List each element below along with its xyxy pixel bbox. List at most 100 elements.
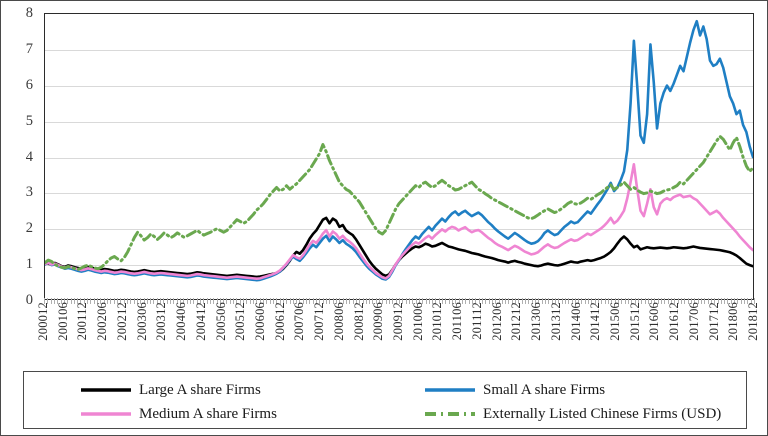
legend-label-1: Small A share Firms [483,381,606,398]
x-minor-tick [289,298,291,304]
legend-item-0[interactable]: Large A share Firms [80,380,261,400]
x-minor-tick [286,298,288,304]
chart-legend: Large A share Firms Small A share Firms Me… [23,371,747,429]
x-tick-label: 201006 [410,302,425,341]
x-minor-tick [408,298,410,304]
legend-swatch-0 [81,388,131,392]
x-minor-tick [87,298,89,304]
x-tick-label: 200012 [36,302,50,341]
x-minor-tick [727,298,729,304]
x-tick-label: 200312 [154,302,169,341]
x-minor-tick [481,298,483,304]
x-minor-tick [671,298,673,304]
plot-area [44,13,754,300]
x-minor-tick [163,298,165,304]
x-minor-tick [322,298,324,304]
x-minor-tick [568,298,570,304]
x-minor-tick [160,298,162,304]
x-minor-tick [744,298,746,304]
y-tick-label: 5 [25,112,33,129]
y-axis: 0 1 2 3 4 5 6 7 8 [1,6,41,307]
x-tick-label: 201512 [627,302,642,341]
x-minor-tick [107,298,109,304]
x-minor-tick [684,298,686,304]
x-minor-tick [415,298,417,304]
x-axis: 200012 200106 200112 200206 200212 200306 2003… [36,300,760,366]
x-minor-tick [272,298,274,304]
x-minor-tick [352,298,354,304]
x-minor-tick [123,298,125,304]
x-minor-tick [505,298,507,304]
series-line-3 [45,136,753,269]
x-minor-tick [113,298,115,304]
x-minor-tick [525,298,527,304]
x-tick-label: 200106 [55,302,70,341]
x-minor-tick [90,298,92,304]
x-tick-label: 200812 [351,302,366,341]
x-minor-tick [349,298,351,304]
legend-item-2[interactable]: Medium A share Firms [80,404,277,424]
x-minor-tick [279,298,281,304]
x-minor-tick [694,298,696,304]
x-minor-tick [617,298,619,304]
x-tick-label: 201106 [450,302,465,341]
x-minor-tick [203,298,205,304]
x-minor-tick [425,298,427,304]
legend-label-2: Medium A share Firms [139,405,277,422]
x-minor-tick [359,298,361,304]
x-minor-tick [501,298,503,304]
x-minor-tick [677,298,679,304]
x-tick-label: 201506 [607,302,622,341]
x-minor-tick [578,298,580,304]
x-minor-tick [452,298,454,304]
x-minor-tick [216,298,218,304]
x-tick-label: 200806 [331,302,346,341]
x-minor-tick [243,298,245,304]
x-tick-label: 201406 [568,302,583,341]
x-minor-tick [196,298,198,304]
x-minor-tick [531,298,533,304]
x-minor-tick [432,298,434,304]
x-minor-tick [120,298,122,304]
x-minor-tick [442,298,444,304]
x-minor-tick [644,298,646,304]
x-minor-tick [614,298,616,304]
x-minor-tick [312,298,314,304]
x-minor-tick [319,298,321,304]
x-minor-tick [435,298,437,304]
x-tick-label: 201412 [588,302,603,341]
x-minor-tick [687,298,689,304]
legend-item-3[interactable]: Externally Listed Chinese Firms (USD) [424,404,721,424]
x-tick-label: 200112 [75,302,90,341]
x-minor-tick [399,298,400,304]
x-minor-tick [189,298,191,304]
x-minor-tick [734,298,736,304]
x-minor-tick [651,298,653,304]
x-tick-label: 201606 [647,302,662,341]
x-minor-tick [647,298,649,304]
x-minor-tick [276,298,278,304]
x-minor-tick [438,298,440,304]
x-tick-label: 201312 [548,302,563,341]
x-minor-tick [521,298,523,304]
x-tick-label: 201812 [746,302,760,341]
x-minor-tick [627,298,629,304]
x-minor-tick [262,298,264,304]
x-minor-tick [209,298,211,304]
x-minor-tick [468,298,470,304]
x-minor-tick [110,298,112,304]
x-minor-tick [166,298,168,304]
x-tick-label: 201806 [726,302,741,341]
x-minor-tick [266,298,268,304]
x-minor-tick [508,298,510,304]
x-minor-tick [299,298,301,304]
x-minor-tick [199,298,201,304]
x-minor-tick [654,298,656,304]
x-minor-tick [116,298,118,304]
x-minor-tick [249,298,251,304]
legend-item-1[interactable]: Small A share Firms [424,380,605,400]
x-minor-tick [478,298,480,304]
x-minor-tick [186,298,188,304]
x-minor-tick [405,298,407,304]
x-minor-tick [70,298,72,304]
